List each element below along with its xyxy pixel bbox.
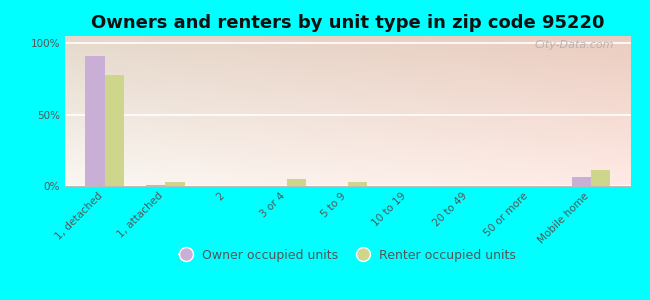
Bar — [287, 179, 306, 186]
Text: City-Data.com: City-Data.com — [534, 40, 614, 50]
Bar — [165, 182, 185, 186]
Bar — [105, 75, 124, 186]
Bar — [85, 56, 105, 186]
Title: Owners and renters by unit type in zip code 95220: Owners and renters by unit type in zip c… — [91, 14, 604, 32]
Bar — [591, 170, 610, 186]
Bar — [348, 182, 367, 186]
Bar — [146, 184, 165, 186]
Legend: Owner occupied units, Renter occupied units: Owner occupied units, Renter occupied un… — [174, 244, 521, 267]
Bar — [571, 177, 591, 186]
